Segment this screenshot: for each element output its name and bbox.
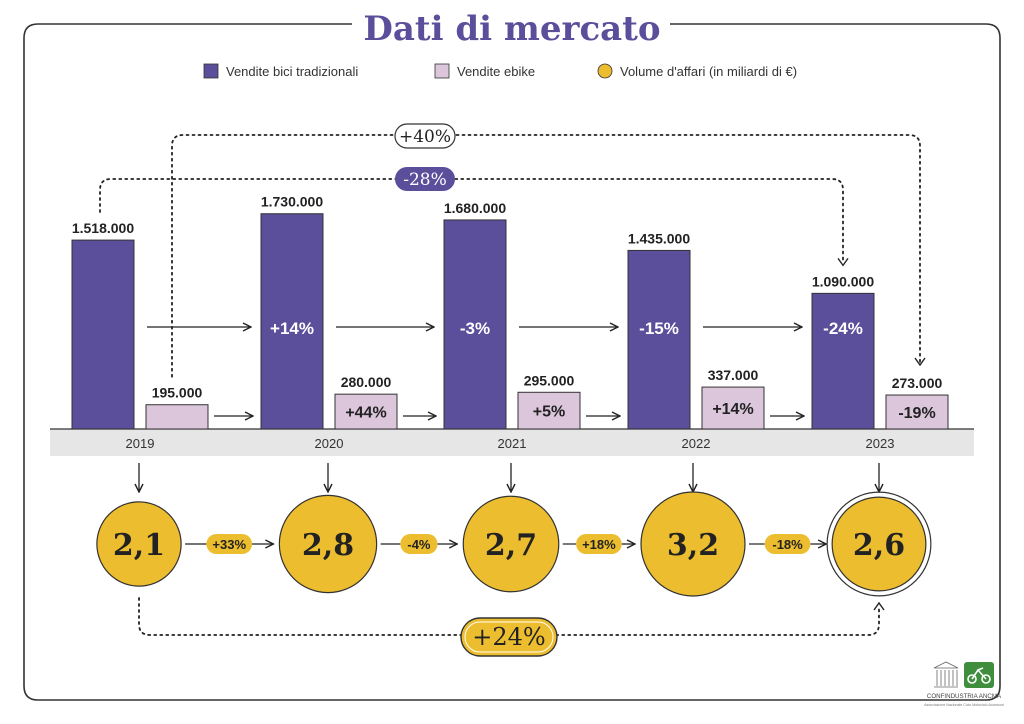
volume-label-2023: 2,6 <box>853 528 905 563</box>
annotation-pill-ebike <box>394 123 456 149</box>
volume-change-pill-1 <box>400 534 438 554</box>
page-title: Dati di mercato <box>363 9 660 49</box>
volume-change-label-2: +18% <box>582 537 616 552</box>
bar-traditional-2019 <box>71 239 135 430</box>
logo-subtitle: Associazione Nazionale Ciclo Motociclo A… <box>924 703 1004 707</box>
legend-swatch-volume <box>597 63 613 79</box>
logo-text: CONFINDUSTRIA ANCMA <box>927 693 1002 700</box>
change-label-ebike-2021: +5% <box>533 404 565 421</box>
annotation-arrowhead-traditional <box>837 257 849 267</box>
bars: 1.518.000 195.000 1.730.000 +14% 280.000 +44%… <box>71 194 949 430</box>
legend: Vendite bici tradizionali Vendite ebike Vo… <box>203 63 797 79</box>
volume-circle-2019 <box>96 501 182 587</box>
volume-change-pill-0 <box>206 534 253 554</box>
flow-arrows <box>139 327 879 492</box>
bar-ebike-2023 <box>885 394 949 430</box>
annotation-label-ebike: +40% <box>399 127 451 147</box>
change-label-traditional-2023: -24% <box>823 319 863 338</box>
value-label-ebike-2021: 295.000 <box>524 372 575 388</box>
legend-label-volume: Volume d'affari (in miliardi di €) <box>620 64 797 79</box>
annotations: +40% -28% <box>99 123 926 378</box>
ancma-logo: CONFINDUSTRIA ANCMA Associazione Naziona… <box>924 661 1004 707</box>
annotation-pill-traditional <box>395 167 455 191</box>
tick-label-2023: 2023 <box>866 436 895 451</box>
annotation-label-volume: +24% <box>472 623 545 651</box>
value-label-traditional-2020: 1.730.000 <box>261 194 323 210</box>
bar-ebike-2020 <box>334 393 398 430</box>
bar-traditional-2022 <box>627 249 691 430</box>
value-label-traditional-2019: 1.518.000 <box>72 220 134 236</box>
volume-change-label-3: -18% <box>772 537 803 552</box>
tick-label-2022: 2022 <box>682 436 711 451</box>
volume-change-label-1: -4% <box>407 537 431 552</box>
value-label-traditional-2023: 1.090.000 <box>812 273 874 289</box>
annotation-arrowhead-volume <box>873 601 885 611</box>
volume-label-2021: 2,7 <box>485 528 537 563</box>
confindustria-emblem-icon <box>933 661 959 688</box>
change-label-traditional-2020: +14% <box>270 319 314 338</box>
value-label-ebike-2022: 337.000 <box>708 367 759 383</box>
bar-traditional-2021 <box>443 219 507 430</box>
volume-circle-2020 <box>278 494 378 594</box>
x-axis-band <box>50 429 974 456</box>
value-label-ebike-2020: 280.000 <box>341 374 392 390</box>
value-label-traditional-2021: 1.680.000 <box>444 200 506 216</box>
annotation-line-traditional <box>99 178 844 265</box>
bike-logo-icon <box>964 662 994 688</box>
tick-label-2019: 2019 <box>126 436 155 451</box>
annotation-label-traditional: -28% <box>403 170 447 190</box>
volume-change-pill-2 <box>576 534 622 554</box>
legend-swatch-ebike <box>434 63 450 79</box>
bar-ebike-2022 <box>701 386 765 430</box>
volume-circle-2021 <box>462 495 560 593</box>
annotation-pill-volume <box>460 617 558 657</box>
legend-label-ebike: Vendite ebike <box>457 64 535 79</box>
tick-label-2020: 2020 <box>315 436 344 451</box>
volume-circle-2022 <box>640 491 746 597</box>
bar-traditional-2020 <box>260 213 324 430</box>
change-label-ebike-2022: +14% <box>712 401 753 418</box>
volume-circles: 2,1 2,8 2,7 3,2 2,6 +33% -4% +18% -18% +24% <box>96 491 932 657</box>
annotation-line-ebike <box>171 134 921 378</box>
volume-circle-2023 <box>831 496 927 592</box>
bar-ebike-2021 <box>517 391 581 430</box>
bar-traditional-2023 <box>811 292 875 430</box>
value-label-ebike-2019: 195.000 <box>152 385 203 401</box>
tick-label-2021: 2021 <box>498 436 527 451</box>
change-label-ebike-2023: -19% <box>898 405 935 422</box>
volume-change-label-0: +33% <box>212 537 246 552</box>
change-label-traditional-2021: -3% <box>460 319 490 338</box>
change-label-ebike-2020: +44% <box>345 405 386 422</box>
x-axis-ticks: 2019 2020 2021 2022 2023 <box>126 436 895 451</box>
volume-label-2022: 3,2 <box>667 528 719 563</box>
legend-swatch-traditional <box>203 63 219 79</box>
volume-label-2019: 2,1 <box>113 528 165 563</box>
annotation-pill-volume-inner <box>464 621 554 653</box>
volume-circle-ring-2023 <box>826 491 932 597</box>
volume-label-2020: 2,8 <box>302 528 354 563</box>
frame <box>23 23 1001 701</box>
value-label-ebike-2023: 273.000 <box>892 375 943 391</box>
annotation-arrowhead-ebike <box>914 357 926 367</box>
bar-ebike-2019 <box>145 404 209 430</box>
change-label-traditional-2022: -15% <box>639 319 679 338</box>
value-label-traditional-2022: 1.435.000 <box>628 230 690 246</box>
volume-change-pill-3 <box>764 534 811 554</box>
legend-label-traditional: Vendite bici tradizionali <box>226 64 358 79</box>
